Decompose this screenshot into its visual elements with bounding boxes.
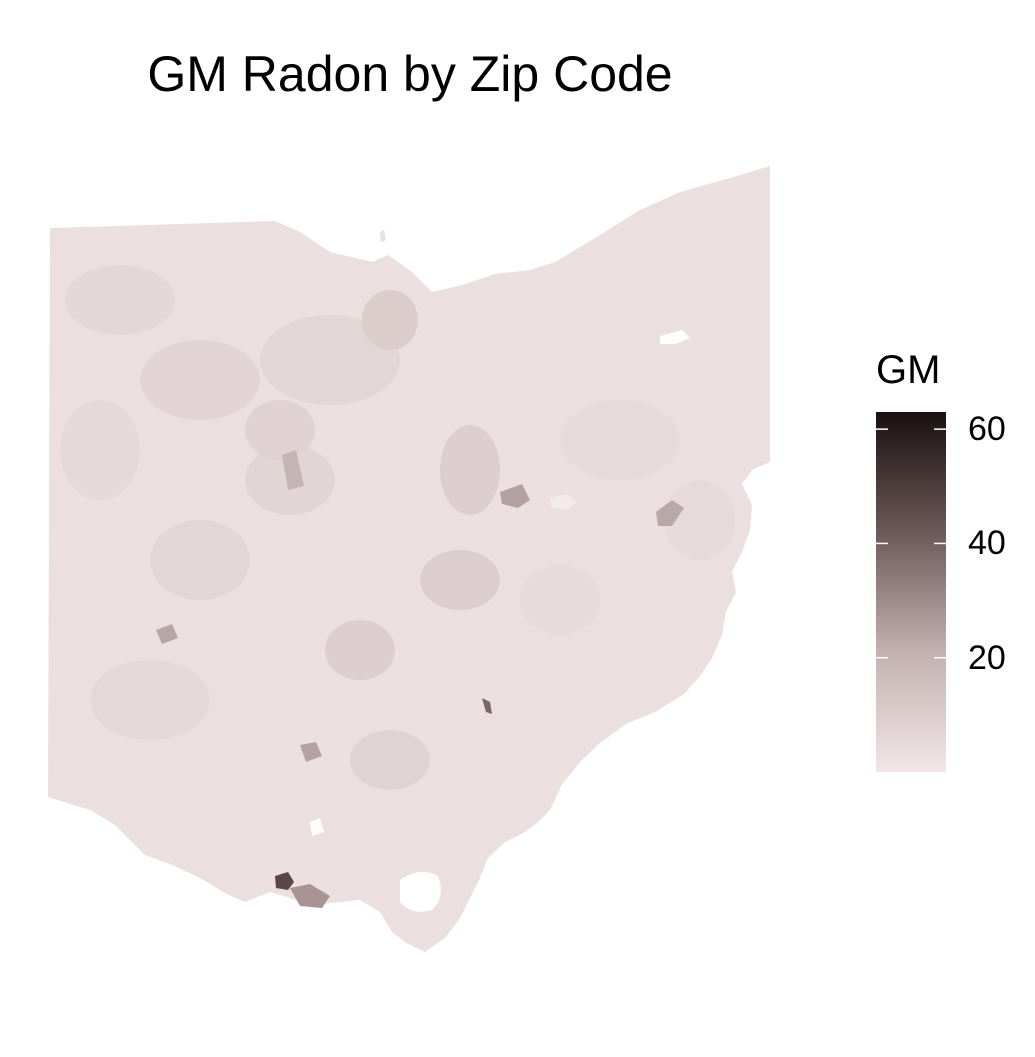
legend-tick-label: 60 [968,410,1006,449]
spot-narrow [482,698,492,714]
spot-central [282,450,304,490]
missing-areas [310,230,690,912]
missing-area-southwest [310,818,324,836]
missing-area-east [660,330,690,344]
legend-tick-label: 20 [968,638,1006,677]
missing-area-center-east [550,494,578,510]
legend-color-bar [876,412,946,772]
dark-cluster-south [275,872,294,890]
legend-ticks [876,428,946,659]
lake-island [380,230,386,242]
spot-south-central [300,742,322,762]
notable-zip-regions [156,450,684,908]
legend-tick-label: 40 [968,524,1006,563]
zip-code-regions [60,265,735,790]
missing-area-south-oval [400,871,441,912]
spot-central-east [500,484,530,508]
spot-east [656,500,684,526]
medium-cluster-south [290,884,330,908]
spot-southwest [156,624,178,644]
map-title: GM Radon by Zip Code [147,46,673,102]
legend-title: GM [876,348,941,392]
